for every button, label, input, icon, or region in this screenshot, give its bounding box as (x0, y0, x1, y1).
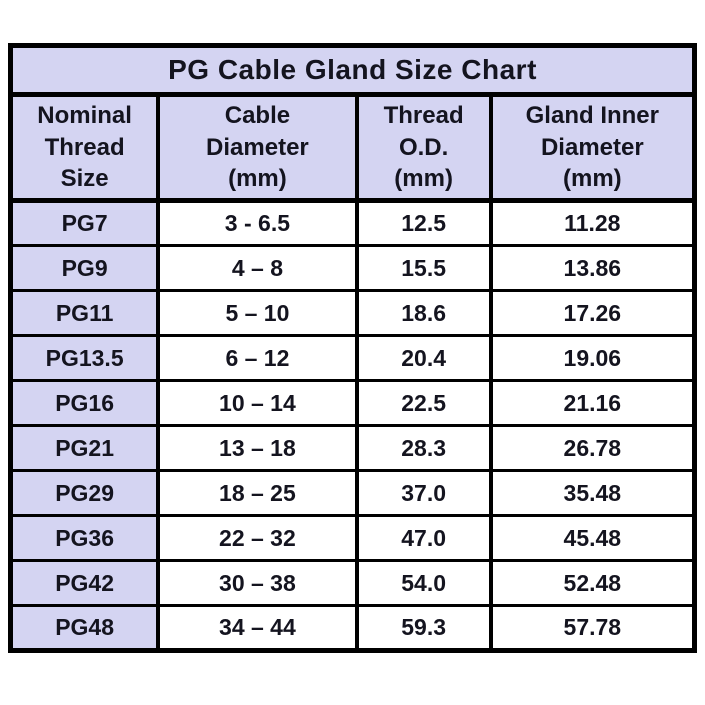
table-row: PG21 13 – 18 28.3 26.78 (8, 424, 697, 472)
column-header-cable-diameter: Cable Diameter (mm) (156, 93, 359, 203)
thread-od-cell: 37.0 (354, 469, 493, 517)
gland-inner-cell: 35.48 (488, 469, 697, 517)
row-label-cell: PG16 (8, 379, 161, 427)
table-row: PG7 3 - 6.5 12.5 11.28 (8, 199, 697, 247)
table-row: PG11 5 – 10 18.6 17.26 (8, 289, 697, 337)
thread-od-cell: 59.3 (354, 604, 493, 652)
thread-od-cell: 47.0 (354, 514, 493, 562)
column-header-nominal-thread-size: Nominal Thread Size (8, 93, 161, 203)
thread-od-cell: 22.5 (354, 379, 493, 427)
column-header-thread-od: Thread O.D. (mm) (354, 93, 493, 203)
table-title: PG Cable Gland Size Chart (9, 44, 696, 97)
gland-inner-cell: 57.78 (488, 604, 697, 652)
thread-od-cell: 15.5 (354, 244, 493, 292)
pg-size-chart: PG Cable Gland Size Chart Nominal Thread… (8, 43, 697, 653)
row-label-cell: PG36 (8, 514, 161, 562)
cable-diameter-cell: 10 – 14 (156, 379, 359, 427)
row-label-cell: PG42 (8, 559, 161, 607)
cable-diameter-cell: 6 – 12 (156, 334, 359, 382)
cable-diameter-cell: 13 – 18 (156, 424, 359, 472)
cable-diameter-cell: 5 – 10 (156, 289, 359, 337)
pg-size-table: PG Cable Gland Size Chart Nominal Thread… (8, 43, 697, 653)
cable-diameter-cell: 30 – 38 (156, 559, 359, 607)
cable-diameter-cell: 22 – 32 (156, 514, 359, 562)
row-label-cell: PG9 (8, 244, 161, 292)
gland-inner-cell: 45.48 (488, 514, 697, 562)
thread-od-cell: 20.4 (354, 334, 493, 382)
table-row: PG29 18 – 25 37.0 35.48 (8, 469, 697, 517)
cable-diameter-cell: 34 – 44 (156, 604, 359, 652)
gland-inner-cell: 11.28 (488, 199, 697, 247)
table-header-row: Nominal Thread Size Cable Diameter (mm) … (8, 93, 697, 203)
row-label-cell: PG48 (8, 604, 161, 652)
table-title-row: PG Cable Gland Size Chart (9, 44, 696, 97)
thread-od-cell: 28.3 (354, 424, 493, 472)
thread-od-cell: 18.6 (354, 289, 493, 337)
table-row: PG42 30 – 38 54.0 52.48 (8, 559, 697, 607)
thread-od-cell: 12.5 (354, 199, 493, 247)
cable-diameter-cell: 4 – 8 (156, 244, 359, 292)
table-row: PG13.5 6 – 12 20.4 19.06 (8, 334, 697, 382)
gland-inner-cell: 21.16 (488, 379, 697, 427)
gland-inner-cell: 19.06 (488, 334, 697, 382)
gland-inner-cell: 26.78 (488, 424, 697, 472)
row-label-cell: PG11 (8, 289, 161, 337)
row-label-cell: PG7 (8, 199, 161, 247)
cable-diameter-cell: 3 - 6.5 (156, 199, 359, 247)
table-row: PG16 10 – 14 22.5 21.16 (8, 379, 697, 427)
table-row: PG48 34 – 44 59.3 57.78 (8, 604, 697, 652)
cable-diameter-cell: 18 – 25 (156, 469, 359, 517)
thread-od-cell: 54.0 (354, 559, 493, 607)
row-label-cell: PG13.5 (8, 334, 161, 382)
column-header-gland-inner-diameter: Gland Inner Diameter (mm) (488, 93, 697, 203)
gland-inner-cell: 17.26 (488, 289, 697, 337)
table-row: PG9 4 – 8 15.5 13.86 (8, 244, 697, 292)
gland-inner-cell: 13.86 (488, 244, 697, 292)
table-row: PG36 22 – 32 47.0 45.48 (8, 514, 697, 562)
gland-inner-cell: 52.48 (488, 559, 697, 607)
row-label-cell: PG29 (8, 469, 161, 517)
row-label-cell: PG21 (8, 424, 161, 472)
